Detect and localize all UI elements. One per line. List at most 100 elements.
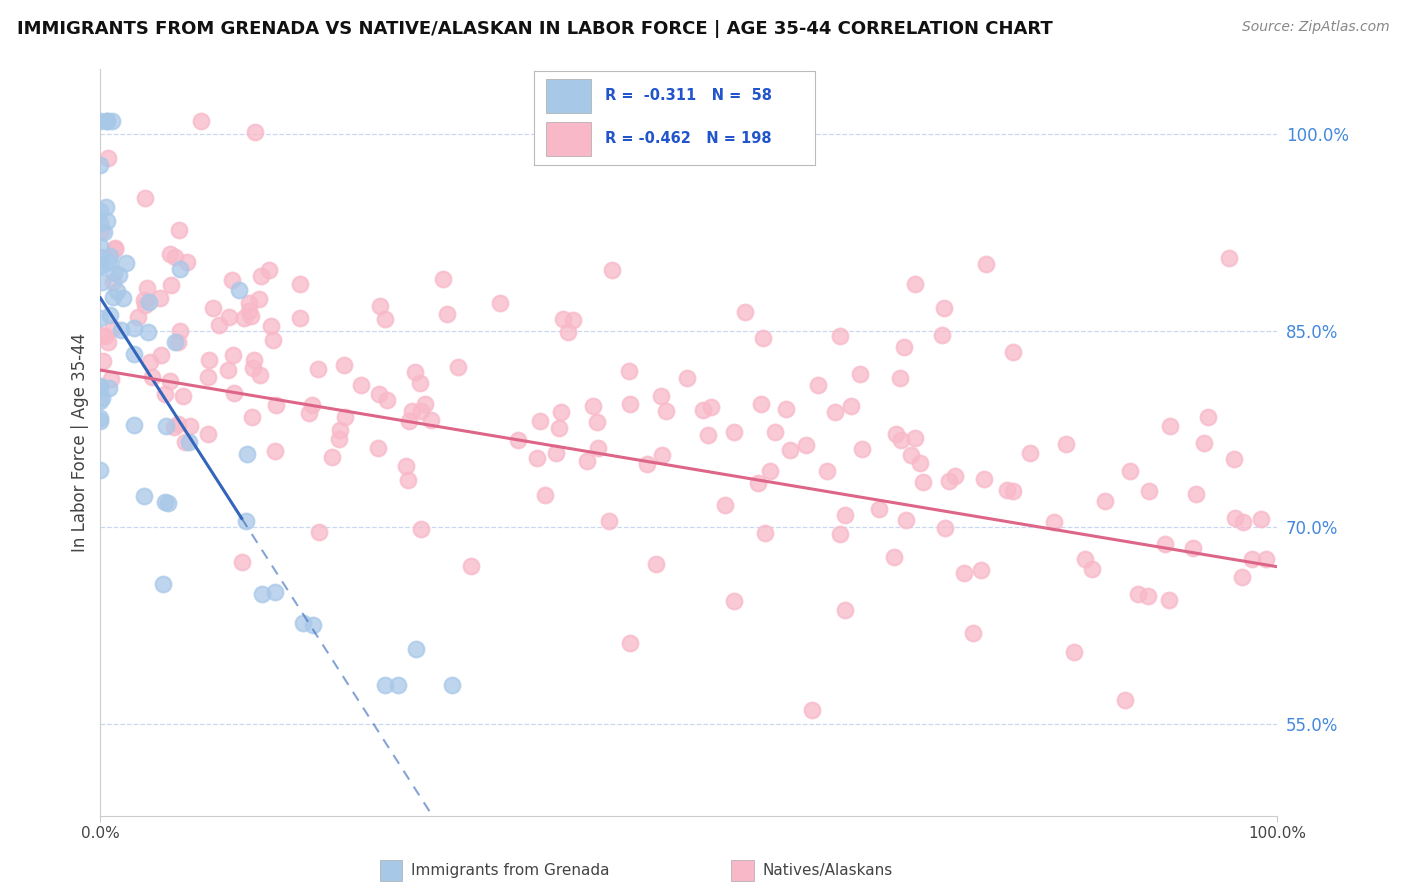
Point <box>1074 552 1097 566</box>
Point <box>868 501 890 516</box>
Point <box>396 473 419 487</box>
Point <box>1054 437 1077 451</box>
Point <box>904 431 927 445</box>
Point <box>218 310 240 325</box>
Point <box>617 364 640 378</box>
Point <box>136 281 159 295</box>
Point <box>851 442 873 457</box>
Point <box>779 442 801 457</box>
Point <box>103 266 125 280</box>
Point <box>101 290 124 304</box>
Point <box>953 566 976 581</box>
Point <box>544 446 567 460</box>
Point <box>132 293 155 307</box>
Text: Natives/Alaskans: Natives/Alaskans <box>762 863 893 878</box>
Point <box>557 325 579 339</box>
Point <box>889 371 911 385</box>
Point <box>1001 483 1024 498</box>
Point <box>173 435 195 450</box>
Point <box>1182 541 1205 556</box>
Point <box>395 459 418 474</box>
Point <box>89 311 111 326</box>
Point <box>89 216 111 230</box>
Point <box>110 323 132 337</box>
Point <box>938 474 960 488</box>
Point <box>221 273 243 287</box>
Point <box>506 433 529 447</box>
Point <box>644 558 666 572</box>
Point <box>636 457 658 471</box>
Point <box>600 263 623 277</box>
Point <box>713 498 735 512</box>
Point <box>301 398 323 412</box>
Point <box>152 577 174 591</box>
Point <box>911 475 934 490</box>
Point <box>754 526 776 541</box>
Point <box>1218 251 1240 265</box>
Point <box>202 301 225 315</box>
Point <box>257 263 280 277</box>
Point <box>900 448 922 462</box>
Text: R = -0.462   N = 198: R = -0.462 N = 198 <box>605 131 772 146</box>
Point <box>1002 345 1025 359</box>
Point <box>96 214 118 228</box>
Point <box>1232 570 1254 584</box>
Point <box>233 311 256 326</box>
Point <box>534 488 557 502</box>
Point <box>247 292 270 306</box>
Point <box>98 255 121 269</box>
Point <box>943 469 966 483</box>
Point <box>235 514 257 528</box>
Point <box>436 306 458 320</box>
Text: R =  -0.311   N =  58: R = -0.311 N = 58 <box>605 88 772 103</box>
Point <box>221 348 243 362</box>
Point <box>134 191 156 205</box>
Point <box>89 158 111 172</box>
Point <box>260 318 283 333</box>
Point <box>122 417 145 432</box>
Point <box>96 114 118 128</box>
Point <box>89 203 111 218</box>
Point <box>149 291 172 305</box>
Point <box>551 311 574 326</box>
Point <box>460 558 482 573</box>
Point <box>903 277 925 292</box>
Point <box>882 549 904 564</box>
Point <box>405 642 427 657</box>
Point <box>387 678 409 692</box>
Point <box>894 512 917 526</box>
Text: IMMIGRANTS FROM GRENADA VS NATIVE/ALASKAN IN LABOR FORCE | AGE 35-44 CORRELATION: IMMIGRANTS FROM GRENADA VS NATIVE/ALASKA… <box>17 20 1053 37</box>
Point <box>650 389 672 403</box>
Point <box>889 433 911 447</box>
Point <box>749 397 772 411</box>
Point <box>548 420 571 434</box>
Point <box>598 514 620 528</box>
Point <box>995 483 1018 497</box>
Point <box>150 348 173 362</box>
Point <box>586 442 609 456</box>
Point <box>91 275 114 289</box>
Point <box>89 410 111 425</box>
Point <box>1019 446 1042 460</box>
Point <box>884 426 907 441</box>
Point <box>238 303 260 318</box>
Point <box>127 310 149 324</box>
Point <box>89 414 111 428</box>
Point <box>167 417 190 432</box>
Point <box>139 354 162 368</box>
Point <box>89 114 111 128</box>
Point <box>1157 592 1180 607</box>
Point <box>651 448 673 462</box>
Point <box>307 361 329 376</box>
Point <box>834 603 856 617</box>
Point <box>264 398 287 412</box>
Point <box>250 268 273 283</box>
Point <box>179 435 201 450</box>
Point <box>264 584 287 599</box>
Point <box>1153 536 1175 550</box>
Point <box>699 400 721 414</box>
Point <box>89 239 111 253</box>
Point <box>163 419 186 434</box>
Point <box>122 347 145 361</box>
Point <box>89 380 111 394</box>
